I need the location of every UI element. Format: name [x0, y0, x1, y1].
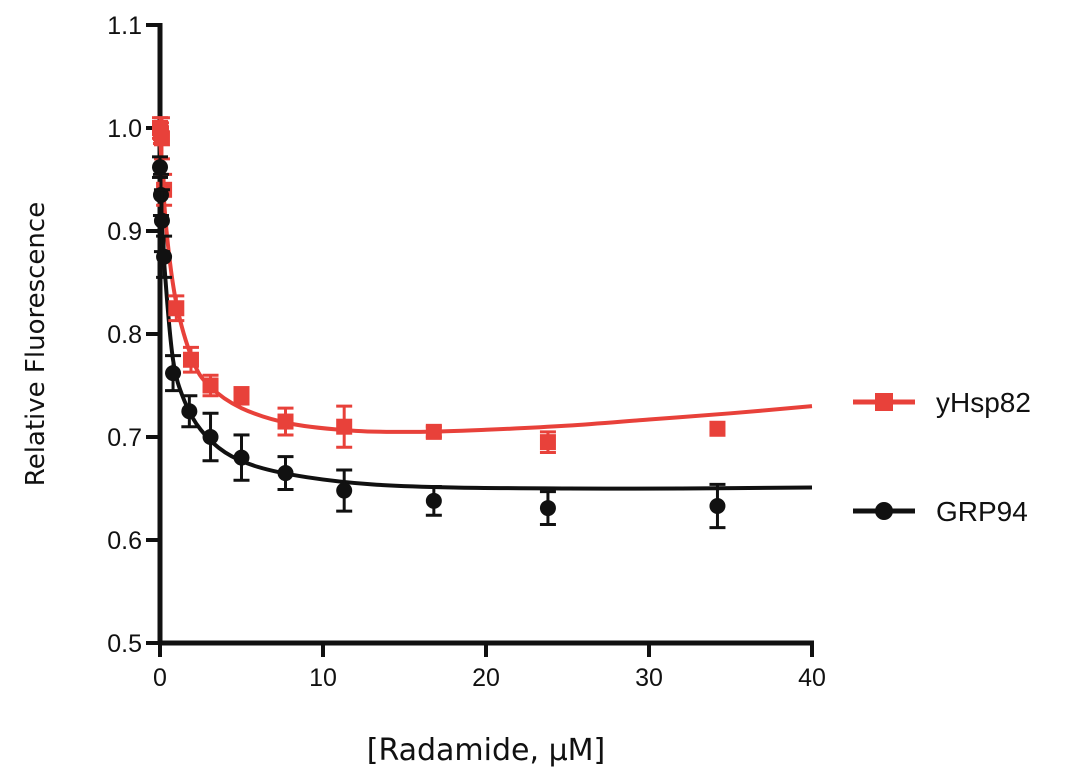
- data-point-grp94: [233, 433, 250, 482]
- data-point-yhsp82: [277, 406, 294, 437]
- marker-square: [182, 351, 199, 368]
- marker-circle: [425, 492, 442, 509]
- data-point-grp94: [165, 354, 182, 393]
- data-point-yhsp82: [425, 423, 442, 440]
- data-point-grp94: [181, 394, 198, 429]
- legend-marker-circle: [875, 502, 893, 520]
- y-tick-label: 1.1: [107, 12, 142, 40]
- marker-circle: [153, 212, 170, 229]
- data-point-yhsp82: [168, 294, 185, 323]
- legend-marker-square: [875, 393, 893, 411]
- data-point-grp94: [425, 484, 442, 517]
- axes: 0.5 0.6 0.7 0.8 0.9 1.0 1.1 0 10 20 30 40: [107, 12, 826, 692]
- marker-square: [153, 130, 170, 147]
- marker-circle: [156, 248, 173, 265]
- data-point-grp94: [156, 234, 173, 279]
- data-point-grp94: [539, 490, 556, 527]
- legend-label: yHsp82: [936, 387, 1031, 418]
- fit-curve-yhsp82: [158, 138, 813, 434]
- data-point-yhsp82: [202, 373, 219, 398]
- marker-square: [277, 413, 294, 430]
- data-point-yhsp82: [539, 430, 556, 454]
- fit-curve-grp94: [158, 189, 813, 491]
- y-tick-label: 1.0: [107, 115, 142, 143]
- marker-square: [202, 377, 219, 394]
- markers: [152, 116, 726, 530]
- data-point-yhsp82: [709, 420, 726, 437]
- data-point-grp94: [709, 482, 726, 530]
- x-tick-label: 10: [309, 664, 337, 692]
- y-tick-label: 0.5: [107, 630, 142, 658]
- marker-square: [425, 423, 442, 440]
- marker-circle: [233, 449, 250, 466]
- x-tick-label: 40: [798, 664, 826, 692]
- data-point-yhsp82: [233, 386, 250, 406]
- legend-item-grp94: GRP94: [853, 496, 1028, 527]
- marker-circle: [165, 365, 182, 382]
- data-point-grp94: [202, 411, 219, 463]
- marker-circle: [336, 482, 353, 499]
- legend-label: GRP94: [936, 496, 1028, 527]
- y-tick-label: 0.9: [107, 218, 142, 246]
- data-point-grp94: [277, 455, 294, 492]
- marker-square: [233, 387, 250, 404]
- data-point-yhsp82: [336, 404, 353, 449]
- x-axis-title: [Radamide, μM]: [367, 733, 606, 768]
- marker-circle: [152, 159, 168, 176]
- y-axis-title: Relative Fluorescence: [21, 202, 51, 486]
- y-tick-label: 0.6: [107, 527, 142, 555]
- x-tick-label: 0: [153, 664, 167, 692]
- marker-square: [709, 420, 726, 437]
- marker-square: [336, 418, 353, 435]
- y-tick-label: 0.8: [107, 321, 142, 349]
- legend-item-yhsp82: yHsp82: [853, 387, 1031, 418]
- data-point-grp94: [336, 468, 353, 513]
- marker-circle: [181, 403, 198, 420]
- marker-circle: [202, 429, 219, 445]
- data-point-yhsp82: [153, 116, 170, 161]
- y-tick-label: 0.7: [107, 424, 142, 452]
- marker-circle: [709, 498, 726, 515]
- x-tick-label: 30: [635, 664, 663, 692]
- marker-square: [539, 434, 556, 451]
- legend: yHsp82 GRP94: [853, 387, 1031, 527]
- x-tick-label: 20: [472, 664, 500, 692]
- marker-circle: [539, 500, 556, 517]
- data-point-yhsp82: [182, 345, 199, 374]
- marker-square: [168, 300, 185, 317]
- marker-circle: [277, 465, 294, 482]
